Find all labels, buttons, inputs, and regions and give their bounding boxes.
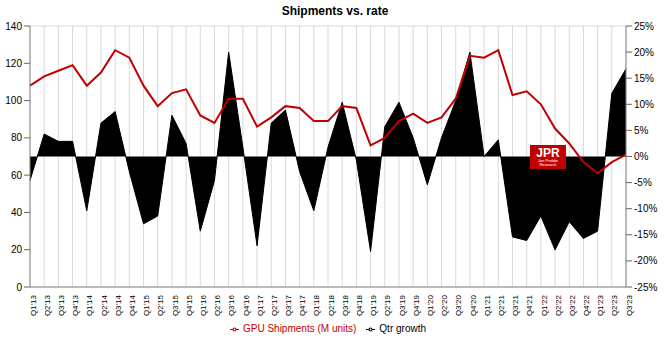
svg-text:140: 140 xyxy=(8,21,22,32)
svg-text:Q3'23: Q3'23 xyxy=(625,294,634,316)
svg-text:0: 0 xyxy=(16,282,22,293)
svg-text:Q2'17: Q2'17 xyxy=(270,294,279,316)
svg-text:Q4'22: Q4'22 xyxy=(582,294,591,316)
svg-text:Q3'18: Q3'18 xyxy=(341,294,350,316)
svg-text:-15%: -15% xyxy=(634,229,657,240)
svg-text:Q3'17: Q3'17 xyxy=(284,294,293,316)
svg-text:-10%: -10% xyxy=(634,203,657,214)
svg-text:Q2'20: Q2'20 xyxy=(440,294,449,316)
svg-text:Q3'19: Q3'19 xyxy=(398,294,407,316)
svg-text:Q2'19: Q2'19 xyxy=(383,294,392,316)
svg-text:Q4'15: Q4'15 xyxy=(185,294,194,316)
svg-text:Q1'17: Q1'17 xyxy=(256,294,265,316)
html-text:Qtr growth: Qtr growth xyxy=(379,323,426,334)
svg-text:Q2'15: Q2'15 xyxy=(156,294,165,316)
html-text:GPU Shipments (M units): GPU Shipments (M units) xyxy=(243,323,357,334)
svg-text:120: 120 xyxy=(8,58,22,69)
svg-text:Q1'21: Q1'21 xyxy=(483,294,492,316)
svg-text:80: 80 xyxy=(11,132,23,143)
svg-text:Q1'18: Q1'18 xyxy=(312,294,321,316)
svg-text:Q2'13: Q2'13 xyxy=(43,294,52,316)
svg-text:Q1'22: Q1'22 xyxy=(540,294,549,316)
svg-text:Q4'19: Q4'19 xyxy=(412,294,421,316)
svg-text:Q3'20: Q3'20 xyxy=(454,294,463,316)
svg-text:Q2'22: Q2'22 xyxy=(554,294,563,316)
svg-text:Q2'14: Q2'14 xyxy=(100,294,109,316)
svg-text:Q1'14: Q1'14 xyxy=(85,294,94,316)
svg-text:Q2'21: Q2'21 xyxy=(497,294,506,316)
svg-text:Q2'18: Q2'18 xyxy=(327,294,336,316)
svg-text:40: 40 xyxy=(11,207,23,218)
svg-text:Q3'21: Q3'21 xyxy=(511,294,520,316)
svg-text:Q1'23: Q1'23 xyxy=(596,294,605,316)
svg-text:100: 100 xyxy=(8,95,22,106)
svg-text:60: 60 xyxy=(11,170,23,181)
svg-text:20%: 20% xyxy=(634,47,654,58)
svg-text:-25%: -25% xyxy=(634,282,657,293)
svg-text:Q2'23: Q2'23 xyxy=(610,294,619,316)
svg-text:Q3'16: Q3'16 xyxy=(227,294,236,316)
svg-text:Q1'13: Q1'13 xyxy=(29,294,38,316)
svg-text:Q4'21: Q4'21 xyxy=(525,294,534,316)
svg-text:Q1'15: Q1'15 xyxy=(142,294,151,316)
svg-text:Q4'17: Q4'17 xyxy=(298,294,307,316)
svg-text:Q4'16: Q4'16 xyxy=(242,294,251,316)
svg-text:Q3'15: Q3'15 xyxy=(171,294,180,316)
svg-text:10%: 10% xyxy=(634,99,654,110)
svg-text:Q3'14: Q3'14 xyxy=(114,294,123,316)
svg-text:Q4'13: Q4'13 xyxy=(71,294,80,316)
svg-text:5%: 5% xyxy=(634,125,649,136)
svg-text:Q1'16: Q1'16 xyxy=(199,294,208,316)
svg-text:Q3'22: Q3'22 xyxy=(568,294,577,316)
svg-text:Q4'14: Q4'14 xyxy=(128,294,137,316)
html-text:Jon Peddie Research: Jon Peddie Research xyxy=(538,158,558,167)
svg-text:0%: 0% xyxy=(634,151,649,162)
svg-text:Q3'13: Q3'13 xyxy=(57,294,66,316)
svg-text:Q2'16: Q2'16 xyxy=(213,294,222,316)
html-text:Shipments vs. rate: Shipments vs. rate xyxy=(281,4,389,18)
svg-text:20: 20 xyxy=(11,244,23,255)
svg-text:-20%: -20% xyxy=(634,255,657,266)
svg-text:Q4'18: Q4'18 xyxy=(355,294,364,316)
html-text:JPR: JPR xyxy=(536,146,560,160)
svg-text:25%: 25% xyxy=(634,21,654,32)
svg-text:Q4'20: Q4'20 xyxy=(469,294,478,316)
svg-text:-5%: -5% xyxy=(634,177,652,188)
svg-text:15%: 15% xyxy=(634,73,654,84)
svg-text:Q1'20: Q1'20 xyxy=(426,294,435,316)
svg-text:Q1'19: Q1'19 xyxy=(369,294,378,316)
